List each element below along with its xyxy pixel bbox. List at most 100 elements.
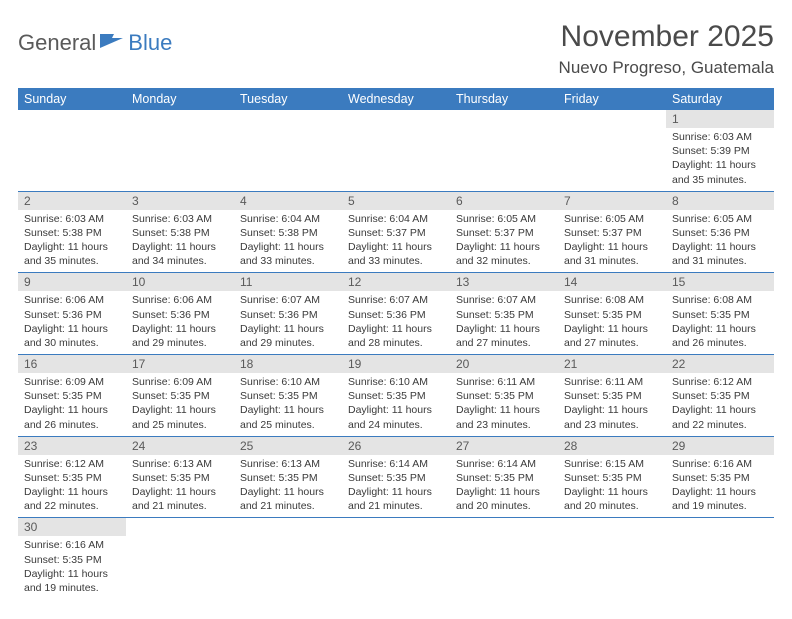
day-number-cell: 8 [666, 191, 774, 210]
day-content-cell [450, 536, 558, 599]
day-number-cell: 16 [18, 355, 126, 374]
daylight-text: Daylight: 11 hours and 31 minutes. [564, 240, 660, 268]
day-content-cell: Sunrise: 6:14 AMSunset: 5:35 PMDaylight:… [342, 455, 450, 518]
day-number-cell: 19 [342, 355, 450, 374]
sunset-text: Sunset: 5:35 PM [456, 389, 552, 403]
day-number-cell [558, 110, 666, 128]
day-content-cell [666, 536, 774, 599]
sunset-text: Sunset: 5:38 PM [240, 226, 336, 240]
sunset-text: Sunset: 5:38 PM [132, 226, 228, 240]
day-content-cell: Sunrise: 6:05 AMSunset: 5:37 PMDaylight:… [450, 210, 558, 273]
day-content-cell: Sunrise: 6:07 AMSunset: 5:36 PMDaylight:… [342, 291, 450, 354]
location-text: Nuevo Progreso, Guatemala [559, 58, 774, 78]
day-number-cell: 2 [18, 191, 126, 210]
logo-text-general: General [18, 30, 96, 56]
sunset-text: Sunset: 5:35 PM [24, 553, 120, 567]
sunrise-text: Sunrise: 6:03 AM [132, 212, 228, 226]
day-content-row: Sunrise: 6:03 AMSunset: 5:38 PMDaylight:… [18, 210, 774, 273]
day-content-cell [450, 128, 558, 191]
sunset-text: Sunset: 5:35 PM [132, 389, 228, 403]
day-number-cell: 23 [18, 436, 126, 455]
day-content-cell: Sunrise: 6:15 AMSunset: 5:35 PMDaylight:… [558, 455, 666, 518]
daylight-text: Daylight: 11 hours and 23 minutes. [456, 403, 552, 431]
sunset-text: Sunset: 5:35 PM [564, 389, 660, 403]
day-number-cell: 26 [342, 436, 450, 455]
day-content-row: Sunrise: 6:03 AMSunset: 5:39 PMDaylight:… [18, 128, 774, 191]
sunrise-text: Sunrise: 6:03 AM [24, 212, 120, 226]
day-number-cell [450, 110, 558, 128]
sunset-text: Sunset: 5:35 PM [456, 471, 552, 485]
day-content-cell [342, 536, 450, 599]
day-content-cell: Sunrise: 6:13 AMSunset: 5:35 PMDaylight:… [126, 455, 234, 518]
calendar-table: Sunday Monday Tuesday Wednesday Thursday… [18, 88, 774, 599]
sunset-text: Sunset: 5:36 PM [348, 308, 444, 322]
day-content-row: Sunrise: 6:12 AMSunset: 5:35 PMDaylight:… [18, 455, 774, 518]
day-number-cell [342, 518, 450, 537]
day-content-cell: Sunrise: 6:16 AMSunset: 5:35 PMDaylight:… [666, 455, 774, 518]
daylight-text: Daylight: 11 hours and 29 minutes. [132, 322, 228, 350]
daylight-text: Daylight: 11 hours and 25 minutes. [132, 403, 228, 431]
day-content-cell: Sunrise: 6:14 AMSunset: 5:35 PMDaylight:… [450, 455, 558, 518]
sunset-text: Sunset: 5:35 PM [348, 389, 444, 403]
daylight-text: Daylight: 11 hours and 26 minutes. [672, 322, 768, 350]
day-number-cell: 1 [666, 110, 774, 128]
sunrise-text: Sunrise: 6:05 AM [672, 212, 768, 226]
day-number-cell: 25 [234, 436, 342, 455]
calendar-body: 1Sunrise: 6:03 AMSunset: 5:39 PMDaylight… [18, 110, 774, 599]
sunset-text: Sunset: 5:35 PM [456, 308, 552, 322]
day-content-cell: Sunrise: 6:08 AMSunset: 5:35 PMDaylight:… [666, 291, 774, 354]
daylight-text: Daylight: 11 hours and 26 minutes. [24, 403, 120, 431]
sunrise-text: Sunrise: 6:16 AM [24, 538, 120, 552]
sunset-text: Sunset: 5:35 PM [240, 471, 336, 485]
daylight-text: Daylight: 11 hours and 25 minutes. [240, 403, 336, 431]
day-content-cell [342, 128, 450, 191]
day-number-row: 23242526272829 [18, 436, 774, 455]
sunrise-text: Sunrise: 6:04 AM [348, 212, 444, 226]
sunrise-text: Sunrise: 6:08 AM [564, 293, 660, 307]
day-content-cell: Sunrise: 6:08 AMSunset: 5:35 PMDaylight:… [558, 291, 666, 354]
sunset-text: Sunset: 5:37 PM [564, 226, 660, 240]
sunset-text: Sunset: 5:35 PM [24, 471, 120, 485]
day-number-row: 2345678 [18, 191, 774, 210]
daylight-text: Daylight: 11 hours and 34 minutes. [132, 240, 228, 268]
daylight-text: Daylight: 11 hours and 22 minutes. [672, 403, 768, 431]
day-number-cell: 28 [558, 436, 666, 455]
day-content-cell: Sunrise: 6:03 AMSunset: 5:38 PMDaylight:… [126, 210, 234, 273]
day-number-cell: 14 [558, 273, 666, 292]
day-content-cell: Sunrise: 6:03 AMSunset: 5:38 PMDaylight:… [18, 210, 126, 273]
day-content-cell [18, 128, 126, 191]
day-number-cell [234, 110, 342, 128]
daylight-text: Daylight: 11 hours and 28 minutes. [348, 322, 444, 350]
weekday-header: Tuesday [234, 88, 342, 110]
day-content-cell: Sunrise: 6:09 AMSunset: 5:35 PMDaylight:… [126, 373, 234, 436]
sunset-text: Sunset: 5:37 PM [348, 226, 444, 240]
sunset-text: Sunset: 5:36 PM [24, 308, 120, 322]
daylight-text: Daylight: 11 hours and 21 minutes. [240, 485, 336, 513]
sunrise-text: Sunrise: 6:15 AM [564, 457, 660, 471]
day-number-cell [234, 518, 342, 537]
sunset-text: Sunset: 5:35 PM [564, 471, 660, 485]
day-content-cell [234, 536, 342, 599]
day-content-cell: Sunrise: 6:07 AMSunset: 5:36 PMDaylight:… [234, 291, 342, 354]
day-content-cell: Sunrise: 6:06 AMSunset: 5:36 PMDaylight:… [126, 291, 234, 354]
sunrise-text: Sunrise: 6:12 AM [672, 375, 768, 389]
day-number-cell: 29 [666, 436, 774, 455]
sunset-text: Sunset: 5:36 PM [672, 226, 768, 240]
daylight-text: Daylight: 11 hours and 21 minutes. [348, 485, 444, 513]
day-number-cell: 9 [18, 273, 126, 292]
logo-text-blue: Blue [128, 30, 172, 56]
day-content-row: Sunrise: 6:06 AMSunset: 5:36 PMDaylight:… [18, 291, 774, 354]
day-number-cell: 10 [126, 273, 234, 292]
day-number-cell: 21 [558, 355, 666, 374]
daylight-text: Daylight: 11 hours and 20 minutes. [564, 485, 660, 513]
daylight-text: Daylight: 11 hours and 30 minutes. [24, 322, 120, 350]
day-number-row: 30 [18, 518, 774, 537]
sunset-text: Sunset: 5:35 PM [132, 471, 228, 485]
month-title: November 2025 [559, 20, 774, 54]
sunset-text: Sunset: 5:38 PM [24, 226, 120, 240]
daylight-text: Daylight: 11 hours and 27 minutes. [456, 322, 552, 350]
day-content-cell: Sunrise: 6:04 AMSunset: 5:37 PMDaylight:… [342, 210, 450, 273]
sunset-text: Sunset: 5:35 PM [672, 471, 768, 485]
header: General Blue November 2025 Nuevo Progres… [18, 20, 774, 78]
sunrise-text: Sunrise: 6:10 AM [348, 375, 444, 389]
